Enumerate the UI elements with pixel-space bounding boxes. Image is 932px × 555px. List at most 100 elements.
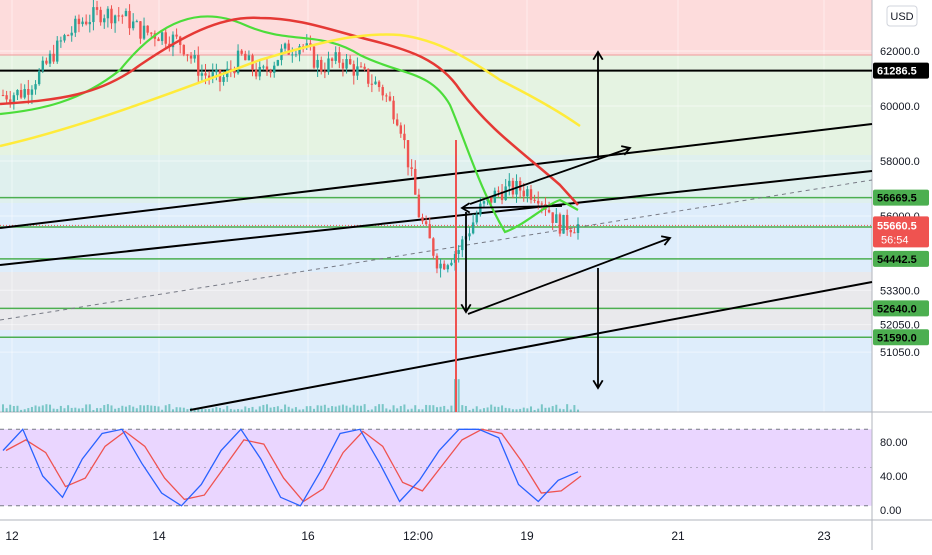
candle-body <box>305 43 308 47</box>
volume-bar <box>331 406 334 412</box>
volume-bar <box>67 405 70 412</box>
volume-bar <box>356 405 359 412</box>
candle-body <box>320 59 323 72</box>
current-price-badge[interactable] <box>873 216 929 248</box>
candle-body <box>406 140 410 168</box>
volume-bar <box>504 407 507 412</box>
volume-bar <box>396 408 399 412</box>
trend-line[interactable] <box>189 281 873 411</box>
candle-body <box>81 21 84 25</box>
volume-bar <box>302 409 305 412</box>
candle-body <box>287 43 290 55</box>
candle-body <box>435 255 439 269</box>
ma-mid-line[interactable] <box>0 16 579 206</box>
volume-bar <box>577 409 579 412</box>
candle-body <box>424 221 428 225</box>
stoch-k-line[interactable] <box>2 428 579 507</box>
volume-bar <box>255 409 258 412</box>
volume-bar <box>414 405 417 412</box>
candle-body <box>323 71 327 73</box>
candle-body <box>131 21 135 29</box>
volume-bar <box>182 407 185 412</box>
trend-line[interactable] <box>0 179 873 321</box>
volume-bar <box>443 405 446 412</box>
level-badge[interactable] <box>873 250 929 267</box>
candlesticks <box>1 0 580 412</box>
volume-bar <box>27 408 30 412</box>
currency-button[interactable]: USD <box>886 5 918 27</box>
trend-line[interactable] <box>0 123 873 229</box>
arrow-head <box>592 379 604 390</box>
volume-bar <box>171 409 174 412</box>
volume-bar <box>439 406 442 412</box>
volume-bar <box>435 407 438 412</box>
stoch-d-line[interactable] <box>5 428 582 503</box>
candle-body <box>334 52 337 61</box>
candle-body <box>164 32 167 44</box>
volume-bar <box>392 405 395 412</box>
candle-body <box>345 59 348 69</box>
candle-body <box>327 58 330 73</box>
candle-body <box>283 43 287 49</box>
volume-bar <box>388 409 391 412</box>
candle-body <box>457 250 460 255</box>
level-badge[interactable] <box>873 62 929 79</box>
arrow-shaft[interactable] <box>469 147 631 205</box>
volume-bar <box>316 405 319 412</box>
volume-bar <box>472 408 475 412</box>
volume-bar <box>229 408 232 412</box>
volume-bar <box>490 404 493 412</box>
candle-body <box>5 95 8 100</box>
zone-band <box>0 330 872 412</box>
candle-body <box>27 89 30 95</box>
level-badge[interactable] <box>873 300 929 317</box>
oscillator-tick-label: 0.00 <box>880 505 901 517</box>
candle-body <box>247 55 251 61</box>
arrow-head <box>460 303 472 314</box>
candle-body <box>569 230 572 233</box>
volume-bar <box>258 406 261 412</box>
volume-bar <box>457 379 460 412</box>
ma-slow-line[interactable] <box>0 33 581 148</box>
candle-body <box>370 83 374 85</box>
candle-body <box>233 70 236 74</box>
volume-bar <box>320 405 323 412</box>
ma-fast-line[interactable] <box>0 15 579 234</box>
trend-line[interactable] <box>0 170 873 266</box>
volume-bar <box>23 409 26 412</box>
candle-body <box>417 194 421 218</box>
price-tick-label: 60000.0 <box>880 101 920 113</box>
volume-bar <box>341 404 344 412</box>
price-zones <box>0 0 872 412</box>
volume-bar <box>519 408 522 412</box>
volume-bar <box>464 405 467 412</box>
candle-body <box>139 21 142 39</box>
candle-body <box>547 209 551 213</box>
arrow-shaft[interactable] <box>461 205 563 209</box>
candle-body <box>189 55 193 59</box>
volume-bar <box>558 408 561 412</box>
candle-body <box>106 8 110 19</box>
time-tick-label: 16 <box>301 529 315 543</box>
volume-bar <box>222 409 225 412</box>
candle-body <box>9 99 12 103</box>
candle-body <box>537 200 540 204</box>
price-tick-label: 58000.0 <box>880 156 920 168</box>
candle-body <box>258 66 261 77</box>
candle-body <box>312 46 316 68</box>
level-badge[interactable] <box>873 189 929 206</box>
level-badge-label: 61286.5 <box>877 66 917 78</box>
candle-body <box>1 95 5 96</box>
candle-body <box>395 119 399 126</box>
volume-bar <box>566 404 569 412</box>
volume-bar <box>287 406 290 412</box>
volume-bar <box>161 409 164 412</box>
arrow-shaft[interactable] <box>467 237 671 315</box>
level-badge[interactable] <box>873 329 929 346</box>
volume-bar <box>16 405 19 412</box>
volume-bar <box>403 404 406 412</box>
volume-bar <box>450 405 453 412</box>
volume-bar <box>482 408 485 412</box>
